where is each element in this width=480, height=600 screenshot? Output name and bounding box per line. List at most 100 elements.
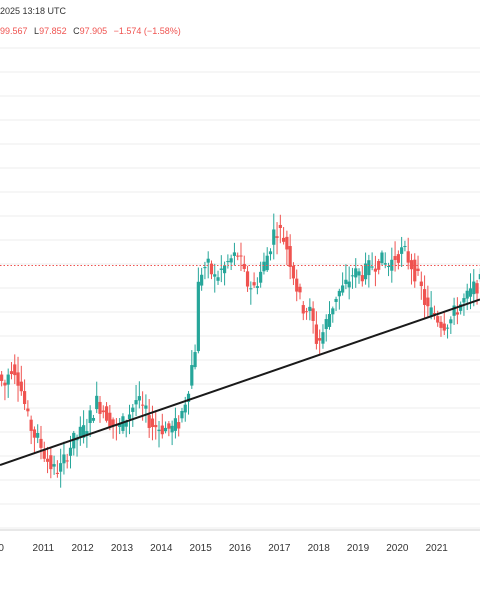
candle: [0, 371, 4, 387]
candle: [98, 396, 102, 423]
x-tick-label: 0: [0, 543, 4, 554]
candle-body: [226, 261, 230, 263]
candle: [324, 314, 328, 342]
candle-body: [16, 372, 20, 386]
candle: [82, 410, 86, 444]
candle: [259, 261, 263, 288]
candle-body: [321, 332, 325, 344]
candle: [419, 271, 423, 300]
candle: [242, 255, 246, 273]
x-axis: 0 2011 2012 2013 2014 2015 2016 2017 2018 2019 202…: [0, 529, 480, 554]
candle: [170, 420, 174, 446]
candle-body: [65, 460, 69, 462]
x-tick-label: 2021: [426, 543, 449, 554]
candle: [111, 417, 115, 439]
candle-body: [298, 286, 302, 293]
candle: [59, 448, 63, 488]
candle: [249, 281, 253, 305]
candle-body: [442, 323, 446, 331]
candle-body: [196, 281, 200, 352]
candle: [186, 391, 191, 415]
candle: [26, 400, 30, 417]
candle: [360, 265, 364, 287]
candle-body: [101, 410, 105, 413]
candle: [278, 214, 282, 244]
candle-body: [265, 255, 269, 271]
candle-body: [413, 259, 417, 282]
candle: [173, 407, 178, 439]
candle: [45, 446, 50, 474]
candle-body: [327, 314, 332, 327]
ohlc-readout: 99.567 L97.852 C97.905 −1.574 (−1.58%): [0, 26, 185, 36]
candle-body: [150, 418, 155, 427]
candle: [134, 384, 138, 417]
candle: [308, 298, 312, 321]
candle: [255, 277, 259, 295]
candle: [157, 421, 161, 448]
candle: [6, 368, 10, 398]
candle: [193, 344, 197, 370]
candle: [252, 272, 256, 289]
candle-body: [108, 412, 112, 427]
candle: [341, 272, 345, 296]
candle: [282, 227, 286, 245]
candle: [137, 381, 141, 409]
grid-layer: [0, 47, 480, 529]
candle: [72, 430, 76, 456]
candle: [200, 267, 204, 291]
candle: [16, 356, 20, 402]
candle-body: [193, 352, 197, 368]
candle: [19, 365, 23, 396]
candle-body: [173, 418, 178, 431]
candle: [347, 266, 351, 300]
x-tick-label: 2012: [71, 543, 94, 554]
candle: [163, 421, 168, 434]
candle-body: [436, 316, 440, 323]
trendline[interactable]: [0, 298, 480, 466]
x-tick-label: 2017: [268, 543, 291, 554]
candle-body: [85, 431, 89, 436]
candle-body: [341, 285, 345, 293]
candle-body: [291, 265, 296, 279]
candle-body: [62, 454, 66, 464]
candle-body: [167, 423, 171, 429]
candle: [209, 260, 214, 280]
candle-body: [131, 407, 135, 412]
candle: [167, 421, 171, 437]
candle: [196, 267, 200, 354]
candle-body: [344, 279, 348, 284]
candle-body: [475, 283, 479, 294]
candle-body: [147, 415, 151, 428]
candle-body: [186, 393, 191, 402]
candle: [177, 415, 181, 437]
candle-body: [255, 286, 259, 288]
candle-body: [478, 274, 480, 280]
candle-body: [39, 438, 43, 448]
candle-body: [232, 252, 237, 256]
candle: [357, 268, 361, 284]
ohlc-close-value: 97.905: [79, 26, 108, 36]
candle-body: [91, 417, 96, 421]
candle-body: [314, 324, 318, 344]
x-tick-label: 2016: [229, 543, 252, 554]
candle: [78, 416, 82, 446]
candle-body: [324, 319, 328, 330]
candle-body: [393, 256, 397, 260]
candle-body: [288, 246, 292, 267]
ohlc-change-value: −1.574 (−1.58%): [113, 26, 181, 36]
x-tick-label: 2011: [33, 543, 55, 554]
candle: [219, 255, 223, 283]
candle: [314, 311, 318, 350]
candle-body: [78, 426, 82, 438]
candle: [291, 262, 296, 286]
candle-body: [357, 271, 361, 276]
candle-body: [354, 268, 358, 278]
candle: [439, 315, 443, 337]
candle: [478, 268, 480, 282]
candle-body: [465, 290, 469, 299]
candle: [206, 251, 210, 279]
candle: [393, 241, 397, 272]
candle-body: [282, 237, 286, 242]
